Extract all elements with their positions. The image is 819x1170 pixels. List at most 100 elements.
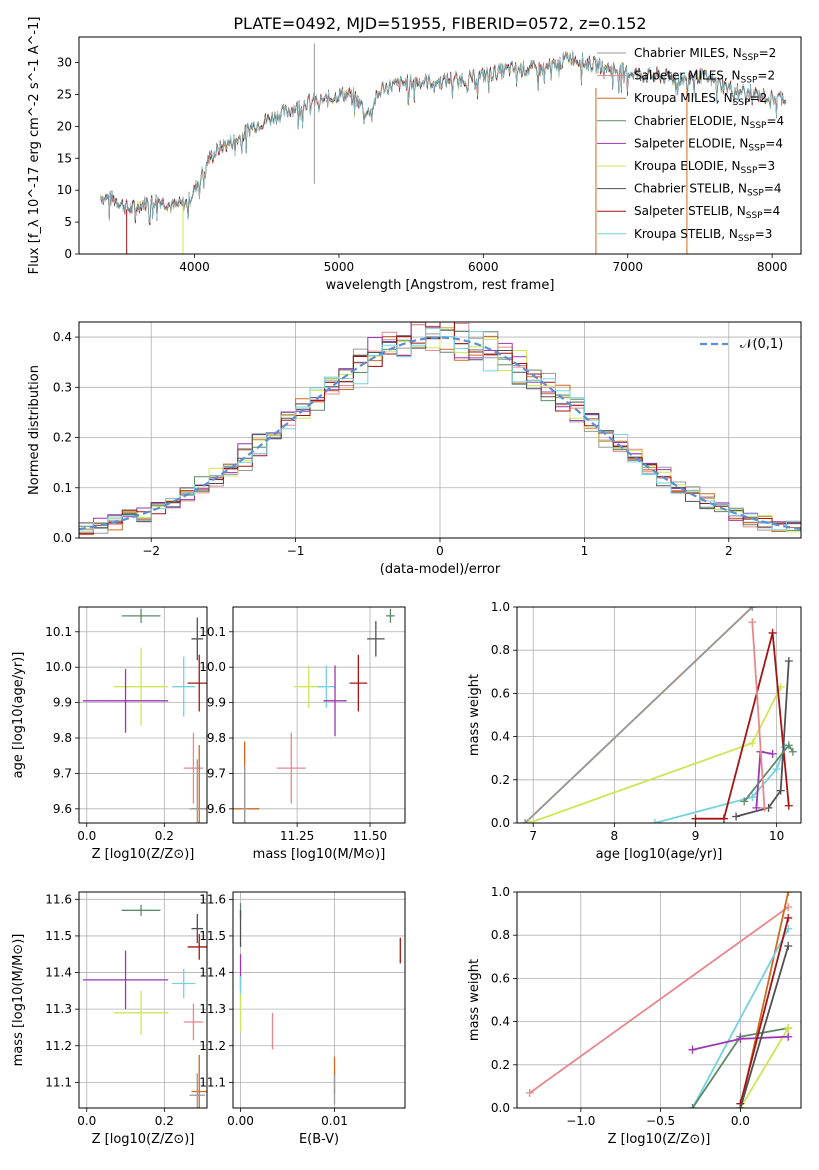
age_vs_Z-ylabel: age [log10(age/yr)] <box>11 652 26 779</box>
age_vs_mass-xtick-label: 11.50 <box>353 829 387 843</box>
spectrum-plot-area <box>100 43 787 254</box>
residual_hist-xtick-label: 0 <box>436 544 444 558</box>
residual_hist-ylabel: Normed distribution <box>27 365 42 495</box>
mass_vs_ebv-xtick-label: 0.01 <box>321 1114 348 1128</box>
weight_vs_Z-series-marker <box>784 1032 793 1041</box>
weight_vs_age-series-marker <box>748 607 757 611</box>
weight_vs_Z-series-marker <box>736 1034 745 1043</box>
spectrum-xtick-label: 7000 <box>612 260 643 274</box>
age_vs_Z-ytick-label: 9.7 <box>53 766 72 780</box>
figure-title: PLATE=0492, MJD=51955, FIBERID=0572, z=0… <box>233 14 646 33</box>
weight_vs_Z-plot-area <box>525 892 793 1108</box>
spectrum-xtick-label: 8000 <box>757 260 788 274</box>
spectrum-xlabel: wavelength [Angstrom, rest frame] <box>326 278 555 293</box>
weight_vs_Z-series-line <box>691 928 789 1108</box>
weight_vs_Z-xtick-label: 0.0 <box>731 1114 750 1128</box>
spectrum-legend-label: Chabrier STELIB, NSSP=4 <box>634 182 782 199</box>
weight_vs_Z-ytick-label: 1.0 <box>491 885 510 899</box>
weight_vs_age-ytick-label: 0.0 <box>491 816 510 830</box>
age_vs_mass-frame <box>232 606 406 824</box>
spectrum-ylabel: Flux [f_λ 10^-17 erg cm^-2 s^-1 A^-1] <box>27 17 42 275</box>
mass_vs_ebv-ytick-label: 11.3 <box>199 1002 226 1016</box>
age_vs_Z-xlabel: Z [log10(Z/Z⊙)] <box>92 847 195 862</box>
age_vs_Z-ytick-label: 10.1 <box>45 625 72 639</box>
weight_vs_age-ylabel: mass weight <box>467 674 482 756</box>
weight_vs_age-series-marker <box>760 803 769 812</box>
age_vs_mass-ytick-label: 9.8 <box>207 731 226 745</box>
age_vs_mass-plot-area <box>233 608 395 823</box>
weight_vs_Z-ylabel: mass weight <box>467 959 482 1041</box>
spectrum-ytick-label: 25 <box>57 87 72 101</box>
residual_hist-axes <box>79 322 801 539</box>
residual_hist-xlabel: (data-model)/error <box>380 562 501 577</box>
residual_hist-xtick-label: −1 <box>287 544 305 558</box>
mass_vs_Z-ytick-label: 11.2 <box>45 1039 72 1053</box>
spectrum-legend-label: Salpeter MILES, NSSP=2 <box>634 69 775 86</box>
spectrum-ytick-label: 5 <box>64 215 72 229</box>
mass_vs_Z-ytick-label: 11.5 <box>45 929 72 943</box>
weight_vs_Z-ytick-label: 0.8 <box>491 928 510 942</box>
residual_hist-xtick-label: 2 <box>725 544 733 558</box>
age_vs_Z-ytick-label: 9.9 <box>53 696 72 710</box>
weight_vs_Z-series-marker <box>525 1088 534 1097</box>
age_vs_Z-xtick-label: 0.0 <box>77 829 96 843</box>
weight_vs_Z-ytick-label: 0.2 <box>491 1058 510 1072</box>
mass_vs_Z-ytick-label: 11.3 <box>45 1002 72 1016</box>
mass_vs_Z-frame <box>78 891 208 1109</box>
weight_vs_Z-series-line <box>529 906 789 1094</box>
weight_vs_Z-ytick-label: 0.0 <box>491 1101 510 1115</box>
weight_vs_age-series-line <box>695 632 790 820</box>
age_vs_mass-ytick-label: 10.1 <box>199 625 226 639</box>
spectrum-ytick-label: 30 <box>57 56 72 70</box>
weight_vs_age-xtick-label: 7 <box>529 829 537 843</box>
mass_vs_Z-plot-area <box>82 904 207 1108</box>
mass_vs_Z-axes <box>79 892 207 1108</box>
mass_vs_ebv-ytick-label: 11.4 <box>199 966 226 980</box>
weight_vs_Z-series-marker <box>688 1045 697 1054</box>
hist-gauss-curve <box>79 336 801 531</box>
spectrum-legend-label: Salpeter STELIB, NSSP=4 <box>634 204 780 221</box>
weight_vs_Z-xtick-label: −0.5 <box>646 1114 675 1128</box>
residual_hist-ytick-label: 0.3 <box>53 380 72 394</box>
weight_vs_age-series-marker <box>784 801 793 810</box>
residual_hist-xtick-label: 1 <box>581 544 589 558</box>
spectrum-legend-label: Kroupa MILES, NSSP=2 <box>634 91 767 108</box>
weight_vs_age-series-marker <box>732 812 741 821</box>
weight_vs_age-series-marker <box>748 618 757 627</box>
weight_vs_age-xtick-label: 9 <box>692 829 700 843</box>
weight_vs_age-series-marker <box>776 786 785 795</box>
weight_vs_age-series-line <box>735 660 790 818</box>
residual_hist-ytick-label: 0.0 <box>53 531 72 545</box>
age_vs_mass-ytick-label: 9.9 <box>207 696 226 710</box>
weight_vs_age-ytick-label: 0.4 <box>491 730 510 744</box>
weight_vs_age-series-line <box>528 686 782 823</box>
age_vs_Z-plot-area <box>82 608 207 823</box>
mass_vs_Z-ytick-label: 11.1 <box>45 1075 72 1089</box>
spectrum-ytick-label: 0 <box>64 247 72 261</box>
weight_vs_age-series-marker <box>748 793 757 802</box>
weight_vs_Z-series-line <box>739 1027 789 1108</box>
spectrum-legend-label: Chabrier ELODIE, NSSP=4 <box>634 114 784 131</box>
residual_hist-ytick-label: 0.1 <box>53 481 72 495</box>
age_vs_Z-xtick-label: 0.2 <box>155 829 174 843</box>
weight_vs_Z-series-marker <box>736 1104 745 1108</box>
weight_vs_age-series-marker <box>752 803 761 812</box>
weight_vs_age-series-marker <box>784 741 793 750</box>
mass_vs_Z-xtick-label: 0.0 <box>77 1114 96 1128</box>
spectrum-legend-label: Salpeter ELODIE, NSSP=4 <box>634 136 783 153</box>
weight_vs_age-series-marker <box>772 765 781 773</box>
mass_vs_Z-xlabel: Z [log10(Z/Z⊙)] <box>92 1132 195 1147</box>
weight_vs_age-ytick-label: 0.2 <box>491 773 510 787</box>
age_vs_mass-xlabel: mass [log10(M/M⊙)] <box>253 847 386 862</box>
weight_vs_age-xtick-label: 10 <box>769 829 784 843</box>
spectrum-legend-label: Kroupa STELIB, NSSP=3 <box>634 227 772 244</box>
age_vs_Z-ytick-label: 9.6 <box>53 802 72 816</box>
weight_vs_age-series-line <box>751 622 766 808</box>
hist-legend-label: 𝒩(0,1) <box>740 337 783 352</box>
weight_vs_age-xtick-label: 8 <box>611 829 619 843</box>
weight_vs_Z-ytick-label: 0.6 <box>491 971 510 985</box>
weight_vs_age-ytick-label: 0.8 <box>491 643 510 657</box>
spectrum-ytick-label: 10 <box>57 183 72 197</box>
weight_vs_age-series-marker <box>784 657 793 665</box>
residual_hist-ytick-label: 0.4 <box>53 330 72 344</box>
